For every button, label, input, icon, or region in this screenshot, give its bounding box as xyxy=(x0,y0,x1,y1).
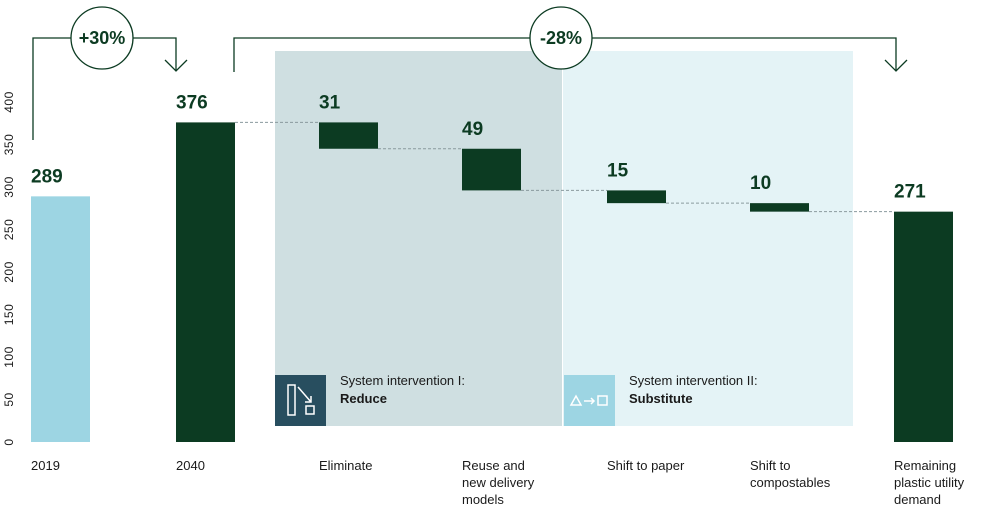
reduce-icon xyxy=(275,375,326,426)
value-label: 271 xyxy=(894,182,926,203)
bar xyxy=(176,122,235,443)
reduction-bracket: -28% xyxy=(233,6,908,72)
connector-lines xyxy=(235,121,894,213)
y-tick-label: 150 xyxy=(2,304,16,326)
value-labels: 289 376 31 49 15 10 271 xyxy=(31,92,926,202)
y-tick-label: 100 xyxy=(2,346,16,368)
y-tick-label: 50 xyxy=(2,392,16,406)
reduce-group-title: Reduce xyxy=(340,391,387,406)
substitute-group-title: Substitute xyxy=(629,391,693,406)
y-tick-label: 200 xyxy=(2,261,16,283)
value-label: 10 xyxy=(750,173,771,194)
category-label: Eliminate xyxy=(319,458,372,473)
category-labels: 2019 2040 Eliminate Reuse and new delivery mo… xyxy=(31,458,965,507)
value-label: 31 xyxy=(319,92,341,113)
bar xyxy=(319,122,378,149)
bars xyxy=(31,122,953,443)
substitute-group-background xyxy=(563,51,853,426)
bar xyxy=(607,190,666,204)
category-label: Reuse and new delivery models xyxy=(462,458,535,507)
y-tick-label: 400 xyxy=(2,91,16,113)
value-label: 376 xyxy=(176,92,208,113)
reduce-group-background xyxy=(275,51,562,426)
growth-label: +30% xyxy=(79,28,126,48)
y-tick-label: 300 xyxy=(2,176,16,198)
substitute-icon xyxy=(564,375,615,426)
bar xyxy=(31,196,90,442)
y-axis: 0 50 100 150 200 250 300 350 400 xyxy=(2,91,16,445)
reduction-label: -28% xyxy=(540,28,582,48)
y-tick-label: 0 xyxy=(2,438,16,445)
y-tick-label: 350 xyxy=(2,134,16,156)
category-label: Shift to paper xyxy=(607,458,685,473)
bar xyxy=(894,211,953,442)
substitute-group-label: System intervention II: xyxy=(629,373,758,388)
bar xyxy=(750,203,809,212)
category-label: 2040 xyxy=(176,458,205,473)
value-label: 15 xyxy=(607,160,629,181)
category-label: Shift to compostables xyxy=(750,458,831,490)
value-label: 289 xyxy=(31,166,63,187)
value-label: 49 xyxy=(462,119,483,140)
category-label: Remaining plastic utility demand xyxy=(894,458,965,507)
growth-bracket: +30% xyxy=(32,6,188,140)
bar xyxy=(462,148,521,191)
category-label: 2019 xyxy=(31,458,60,473)
reduce-group-label: System intervention I: xyxy=(340,373,465,388)
y-tick-label: 250 xyxy=(2,219,16,241)
